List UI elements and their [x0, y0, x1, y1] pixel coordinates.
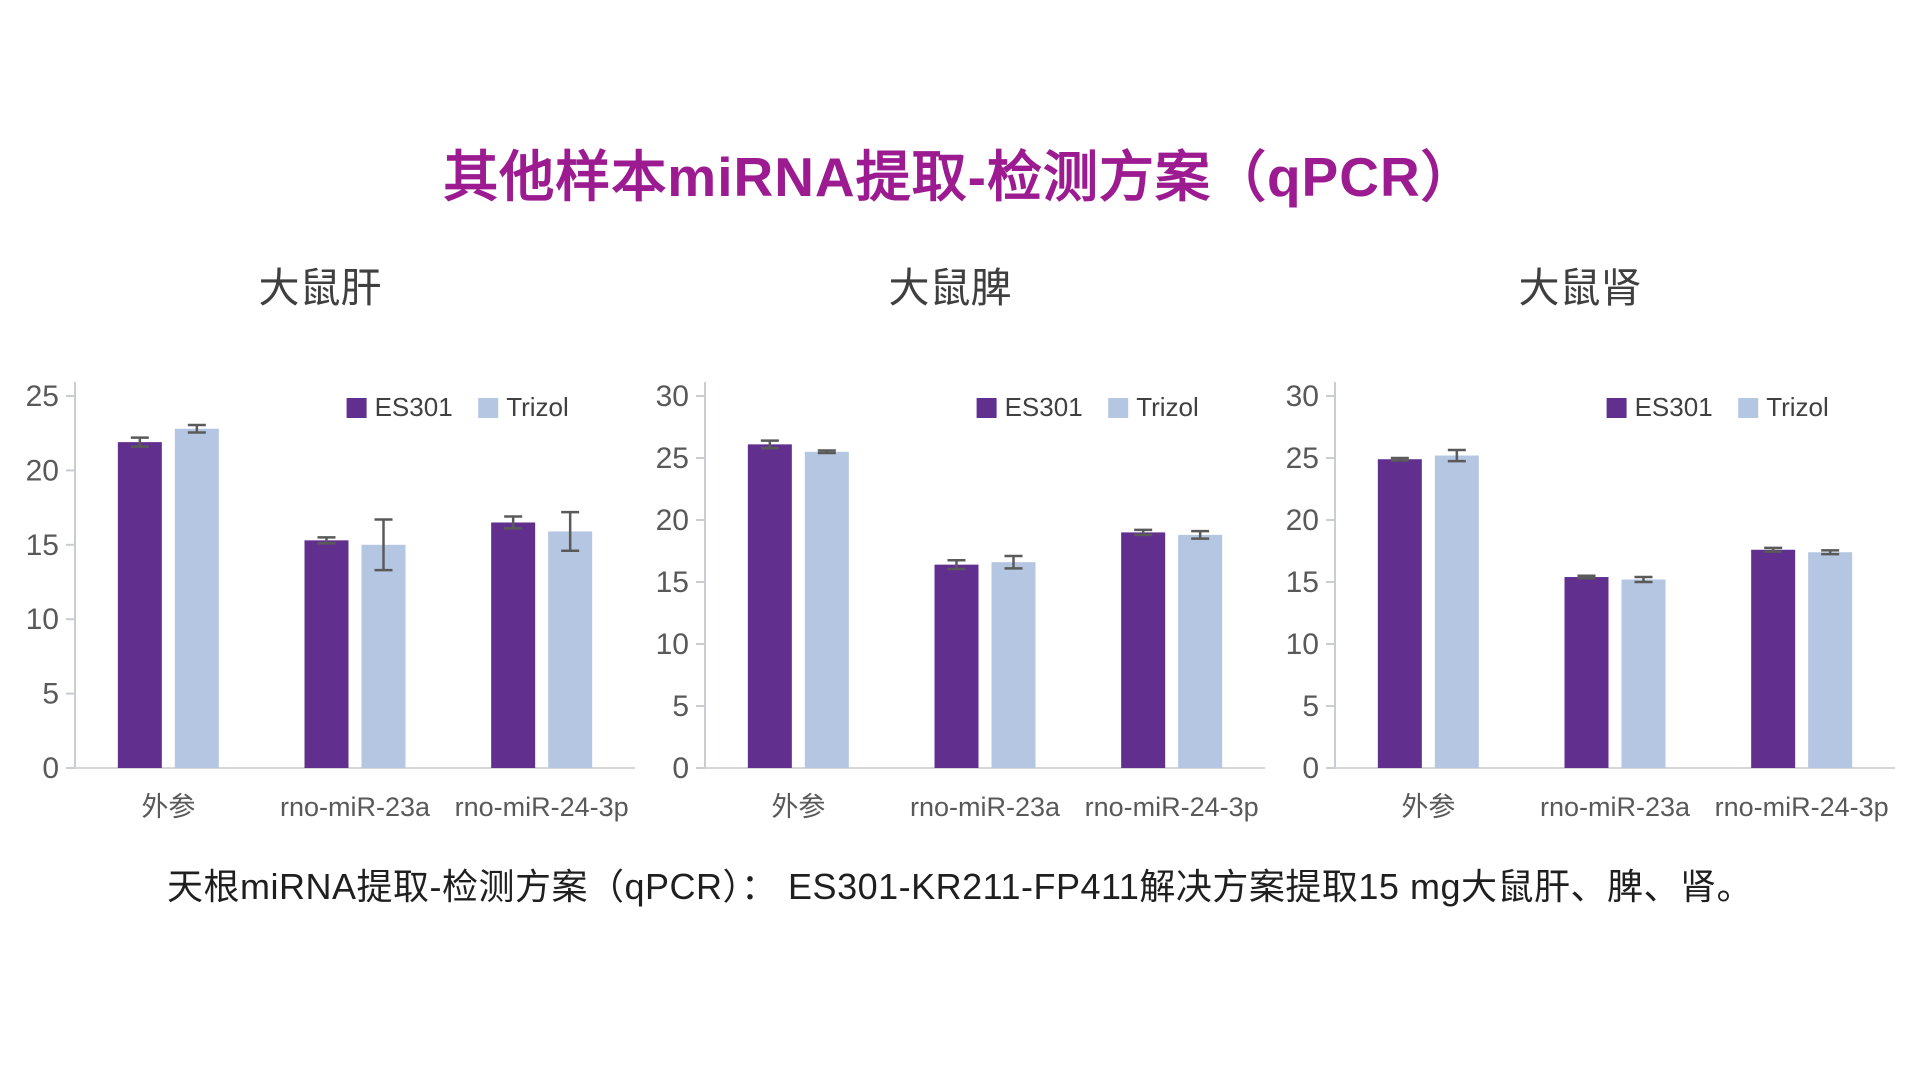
bar-chart-svg: 0 5 10 15 20 25 30 外参 rno-miR-23a rno-miR-24-3p ES… [1286, 380, 1895, 822]
x-category-label: rno-miR-24-3p [1085, 792, 1259, 822]
y-tick-label: 0 [42, 752, 59, 785]
error-bar [317, 536, 336, 545]
legend-label: Trizol [1136, 392, 1199, 422]
error-bar [1134, 528, 1153, 537]
legend-swatch-es301 [976, 398, 997, 418]
y-tick-label: 5 [42, 678, 59, 711]
legend-label: ES301 [1005, 392, 1083, 422]
error-bar [1577, 574, 1596, 580]
error-bar [947, 559, 966, 571]
legend-label: ES301 [375, 392, 453, 422]
error-bar [760, 439, 779, 450]
bar-es301-2 [934, 564, 979, 768]
bar-es301-3 [1121, 532, 1166, 768]
error-bar [1191, 529, 1210, 540]
error-bar [504, 515, 523, 530]
error-bar [1634, 575, 1653, 584]
y-tick-label: 10 [26, 603, 59, 636]
error-bar [817, 449, 836, 455]
bar-trizol-1 [174, 428, 219, 768]
chart-panel-3: 大鼠肾 0 5 10 15 20 25 30 外参 rno-miR-23a rno-miR-24-3… [1265, 254, 1895, 836]
legend-label: Trizol [506, 392, 569, 422]
bar-es301-1 [1377, 459, 1422, 768]
bar-trizol-3 [548, 531, 593, 768]
error-bar [1390, 456, 1409, 462]
bar-es301-1 [747, 444, 792, 768]
y-tick-label: 0 [1302, 752, 1319, 785]
bar-es301-3 [491, 522, 536, 768]
y-tick-label: 30 [656, 380, 689, 413]
y-tick-label: 15 [1286, 566, 1319, 599]
error-bar [130, 436, 149, 448]
y-tick-label: 5 [1302, 690, 1319, 723]
y-tick-label: 30 [1286, 380, 1319, 413]
chart-panel-1: 大鼠肝 0 5 10 15 20 25 外参 rno-miR-23a rno-miR-24-3p E… [5, 254, 635, 836]
x-category-label: rno-miR-23a [910, 792, 1061, 822]
x-category-label: 外参 [1401, 792, 1455, 822]
caption-text: 天根miRNA提取-检测方案（qPCR）： ES301-KR211-FP411解… [167, 866, 1753, 907]
x-category-label: rno-miR-23a [1540, 792, 1691, 822]
error-bar [187, 423, 206, 434]
x-category-label: rno-miR-23a [280, 792, 431, 822]
x-category-label: 外参 [771, 792, 825, 822]
bar-trizol-2 [1621, 579, 1666, 768]
bar-trizol-2 [361, 544, 406, 768]
y-tick-label: 25 [1286, 442, 1319, 475]
chart-title: 大鼠脾 [888, 265, 1012, 311]
y-tick-label: 15 [656, 566, 689, 599]
chart-panel-2: 大鼠脾 0 5 10 15 20 25 30 外参 rno-miR-23a rno-miR-24-3… [635, 254, 1265, 836]
legend-label: ES301 [1635, 392, 1713, 422]
chart-title: 大鼠肝 [258, 265, 382, 311]
error-bar [1764, 546, 1783, 553]
x-category-label: 外参 [141, 792, 195, 822]
legend-swatch-es301 [346, 398, 367, 418]
y-tick-label: 10 [1286, 628, 1319, 661]
bar-es301-2 [304, 540, 349, 768]
error-bar [1447, 448, 1466, 463]
y-tick-label: 20 [1286, 504, 1319, 537]
y-tick-label: 20 [656, 504, 689, 537]
page-title: 其他样本miRNA提取-检测方案（qPCR） [443, 146, 1477, 208]
y-tick-label: 20 [26, 454, 59, 487]
error-bar [1821, 549, 1840, 556]
chart-title: 大鼠肾 [1518, 265, 1642, 311]
error-bar [561, 510, 580, 553]
y-tick-label: 25 [26, 380, 59, 413]
legend-swatch-trizol [1738, 398, 1759, 418]
bar-es301-2 [1564, 577, 1609, 768]
bar-trizol-1 [804, 451, 849, 768]
bar-es301-1 [117, 442, 162, 768]
bar-trizol-3 [1178, 534, 1223, 768]
y-tick-label: 25 [656, 442, 689, 475]
y-tick-label: 0 [672, 752, 689, 785]
y-tick-label: 10 [656, 628, 689, 661]
legend-swatch-es301 [1606, 398, 1627, 418]
bar-trizol-3 [1808, 552, 1853, 768]
legend-swatch-trizol [478, 398, 499, 418]
x-category-label: rno-miR-24-3p [455, 792, 629, 822]
error-bar [374, 518, 393, 572]
bar-chart-svg: 0 5 10 15 20 25 30 外参 rno-miR-23a rno-miR-24-3p ES… [656, 380, 1265, 822]
bar-es301-3 [1751, 549, 1796, 768]
bar-chart-svg: 0 5 10 15 20 25 外参 rno-miR-23a rno-miR-24-3p ES30… [26, 380, 635, 822]
bar-trizol-2 [991, 562, 1036, 768]
bar-trizol-1 [1434, 455, 1479, 768]
charts-row: 大鼠肝 0 5 10 15 20 25 外参 rno-miR-23a rno-miR-24-3p E… [0, 254, 1920, 836]
error-bar [1004, 554, 1023, 570]
legend-swatch-trizol [1108, 398, 1129, 418]
legend-label: Trizol [1766, 392, 1829, 422]
x-category-label: rno-miR-24-3p [1715, 792, 1889, 822]
y-tick-label: 5 [672, 690, 689, 723]
y-tick-label: 15 [26, 529, 59, 562]
